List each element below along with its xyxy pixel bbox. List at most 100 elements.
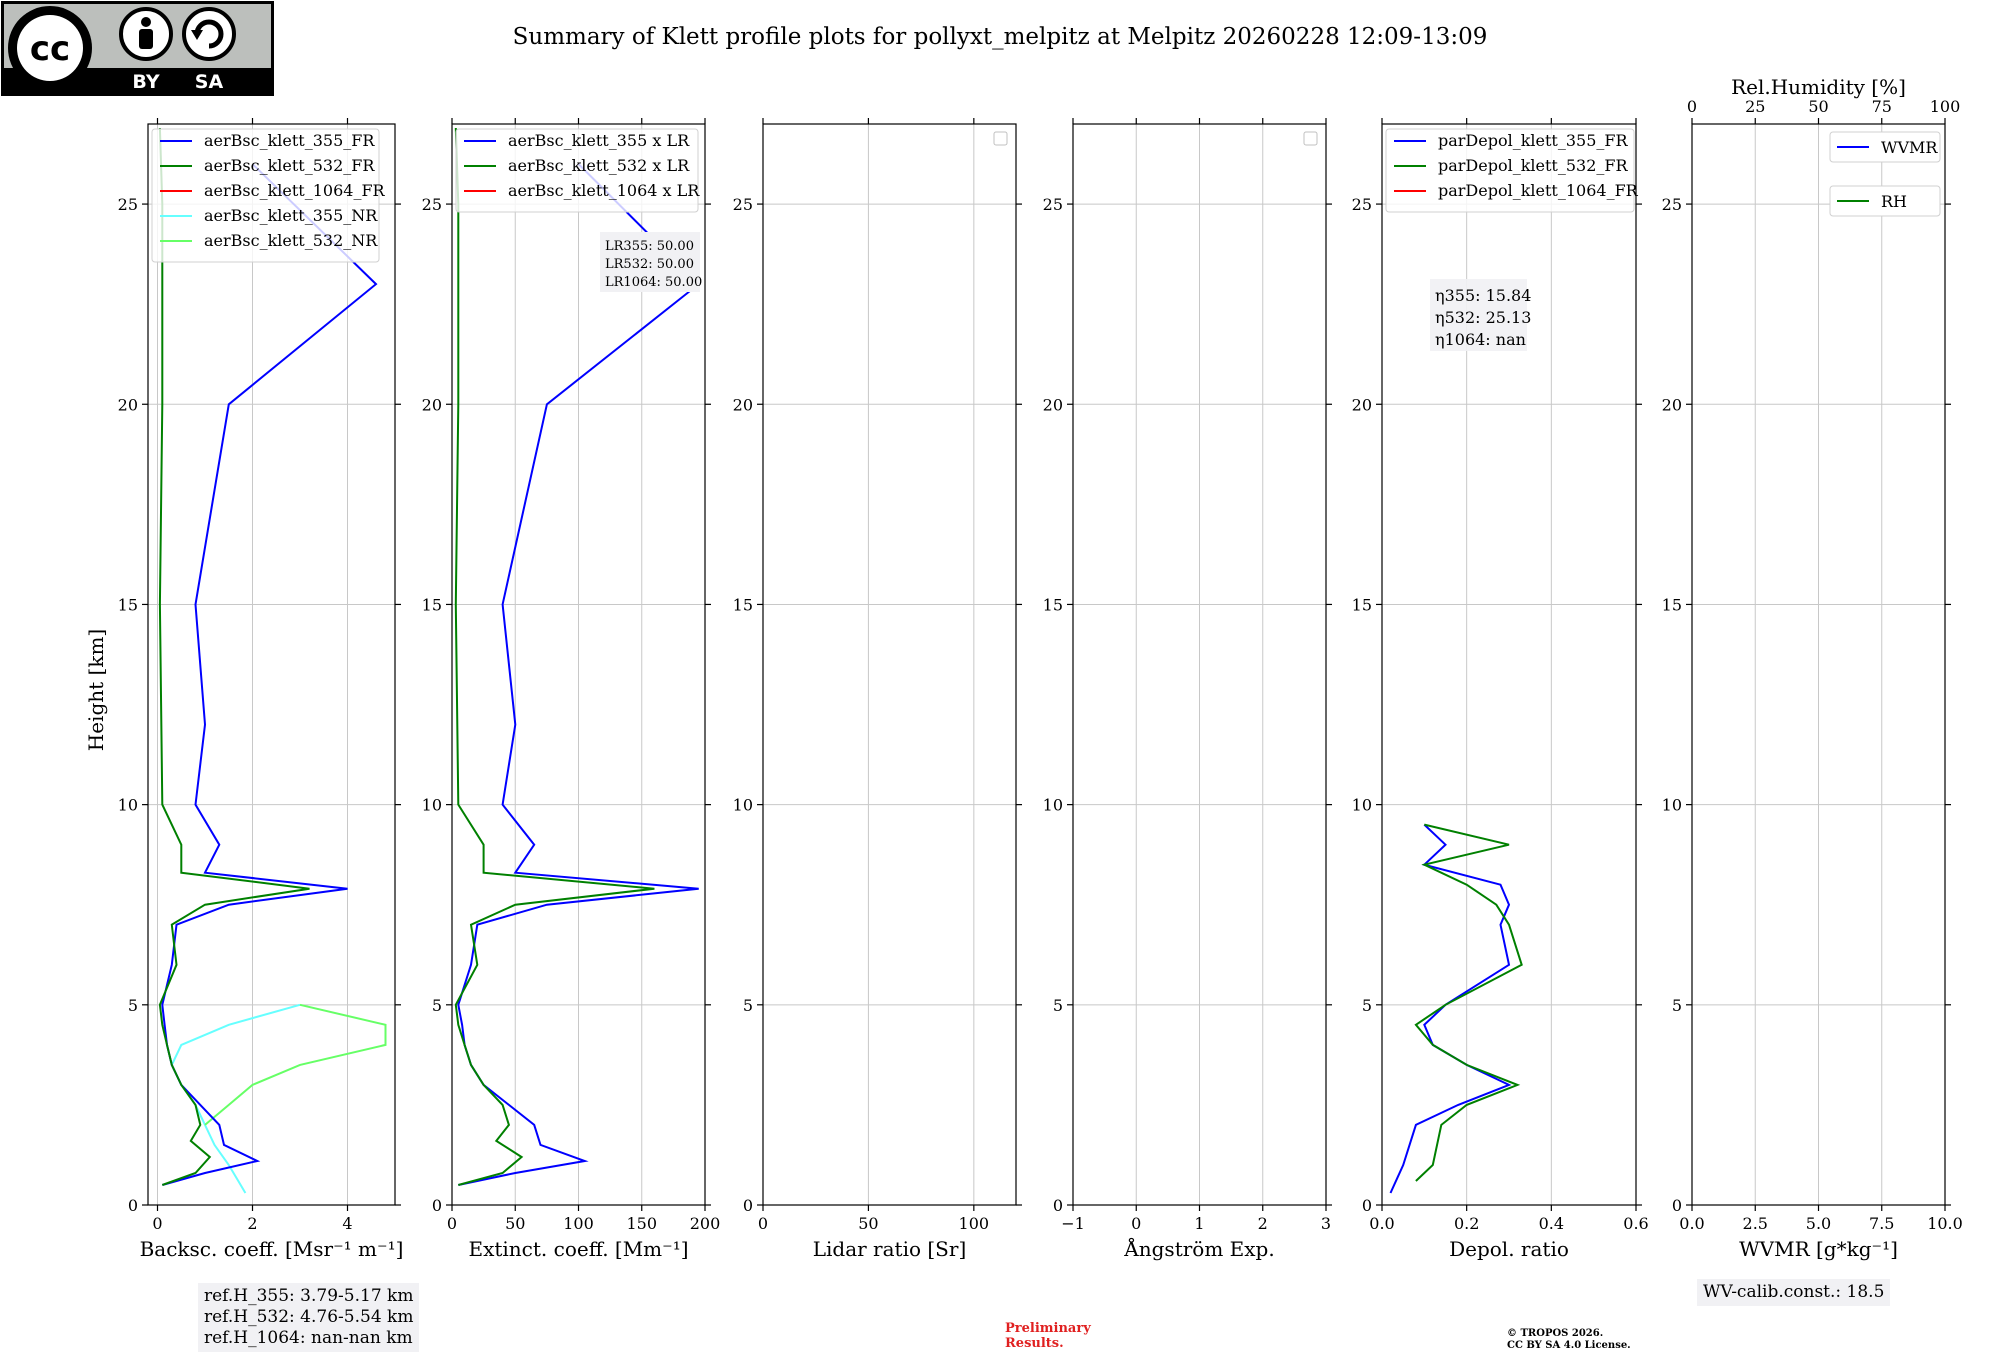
x-axis-label: Ångström Exp. — [1123, 1236, 1274, 1261]
panel-wvmr: 0 5 10 15 20 25 0.0 2.5 5.0 7.5 10.0 WVMR [g*kg⁻¹] 0… — [1662, 75, 1963, 1261]
y-tick-label: 25 — [118, 195, 138, 214]
x2-axis-label: Rel.Humidity [%] — [1731, 75, 1906, 99]
x2-tick-label: 50 — [1808, 97, 1828, 116]
axes-frame — [762, 123, 1017, 1206]
figure-title: Summary of Klett profile plots for polly… — [513, 24, 1488, 50]
legend-rh: RH — [1829, 185, 1941, 217]
wv-calib-text: WV-calib.const.: 18.5 — [1703, 1282, 1885, 1302]
ref-height-box: ref.H_355: 3.79-5.17 km ref.H_532: 4.76-… — [198, 1283, 420, 1352]
y-tick-label: 20 — [1043, 395, 1063, 414]
x-axis-label: WVMR [g*kg⁻¹] — [1739, 1237, 1898, 1261]
y-tick-label: 15 — [1352, 595, 1372, 614]
annotation-line: LR532: 50.00 — [605, 257, 694, 272]
by-person-body — [139, 29, 153, 49]
empty-legend-box — [1303, 131, 1318, 146]
legend-label: parDepol_klett_1064_FR — [1438, 181, 1639, 200]
x-tick-label: 4 — [342, 1214, 352, 1233]
x-tick-label: 2 — [1258, 1214, 1268, 1233]
x-tick-label: 10.0 — [1927, 1214, 1963, 1233]
y-tick-label: 10 — [733, 796, 753, 815]
x-tick-label: 0 — [758, 1214, 768, 1233]
x-tick-label: 50 — [505, 1214, 525, 1233]
annotation-line: LR1064: 50.00 — [605, 275, 702, 290]
x-tick-label: 0 — [447, 1214, 457, 1233]
y-tick-label: 5 — [1672, 996, 1682, 1015]
x-tick-label: 0.2 — [1454, 1214, 1479, 1233]
x-axis-label: Extinct. coeff. [Mm⁻¹] — [468, 1237, 688, 1261]
y-tick-label: 0 — [128, 1196, 138, 1215]
y-tick-label: 10 — [1352, 796, 1372, 815]
y-tick-label: 15 — [118, 595, 138, 614]
annotation-line: η532: 25.13 — [1435, 308, 1531, 327]
ref-height-532: ref.H_532: 4.76-5.54 km — [204, 1307, 414, 1327]
x2-tick-label: 100 — [1930, 97, 1961, 116]
y-tick-label: 10 — [422, 796, 442, 815]
legend-depol: parDepol_klett_355_FR parDepol_klett_532_… — [1385, 128, 1639, 213]
y-tick-label: 15 — [422, 595, 442, 614]
series-line-parDepol_klett_532_FR — [1414, 823, 1523, 1182]
x-tick-label: 5.0 — [1806, 1214, 1831, 1233]
y-tick-label: 20 — [118, 395, 138, 414]
x-tick-label: 2 — [247, 1214, 257, 1233]
y-tick-label: 10 — [118, 796, 138, 815]
annotation-line: LR355: 50.00 — [605, 239, 694, 254]
lr-annotation: LR355: 50.00 LR532: 50.00 LR1064: 50.00 — [600, 232, 702, 292]
series-line-aerBsc_klett_532 x LR — [454, 127, 655, 1186]
legend-label: parDepol_klett_532_FR — [1438, 156, 1629, 175]
x-tick-label: 0.0 — [1679, 1214, 1704, 1233]
legend-wvmr: WVMR — [1829, 131, 1941, 163]
y-tick-label: 0 — [432, 1196, 442, 1215]
sa-share-icon — [182, 7, 236, 61]
legend-box — [1385, 128, 1635, 213]
y-tick-label: 5 — [432, 996, 442, 1015]
x-axis-label: Backsc. coeff. [Msr⁻¹ m⁻¹] — [140, 1237, 404, 1261]
y-tick-label: 5 — [128, 996, 138, 1015]
preliminary-line-1: Preliminary — [1005, 1321, 1091, 1336]
legend-label: aerBsc_klett_1064_FR — [204, 181, 386, 200]
y-tick-label: 0 — [1362, 1196, 1372, 1215]
x-tick-label: −1 — [1061, 1214, 1085, 1233]
y-tick-label: 0 — [743, 1196, 753, 1215]
series-line-aerBsc_klett_532_FR — [158, 127, 310, 1186]
copyright-line-1: © TROPOS 2026. — [1507, 1328, 1604, 1339]
x-tick-label: 150 — [626, 1214, 657, 1233]
copyright-line-2: CC BY SA 4.0 License. — [1507, 1340, 1631, 1351]
annotation-line: η355: 15.84 — [1435, 286, 1531, 305]
x-tick-label: 50 — [858, 1214, 878, 1233]
y-axis-label: Height [km] — [84, 629, 108, 751]
preliminary-line-2: Results. — [1005, 1336, 1064, 1351]
legend-label: WVMR — [1881, 138, 1938, 157]
y-tick-label: 25 — [422, 195, 442, 214]
x-tick-label: 2.5 — [1743, 1214, 1768, 1233]
legend-box — [151, 128, 380, 263]
y-tick-label: 5 — [1362, 996, 1372, 1015]
x-tick-label: 3 — [1321, 1214, 1331, 1233]
x-tick-label: 0.6 — [1623, 1214, 1648, 1233]
empty-legend-box — [993, 131, 1008, 146]
x-tick-label: 0.0 — [1369, 1214, 1394, 1233]
series-line-parDepol_klett_355_FR — [1389, 823, 1512, 1194]
preliminary-results-note: Preliminary Results. — [1005, 1321, 1091, 1351]
by-label: BY — [132, 71, 159, 93]
y-tick-label: 20 — [422, 395, 442, 414]
wv-calib-box: WV-calib.const.: 18.5 — [1697, 1279, 1891, 1306]
y-tick-label: 25 — [733, 195, 753, 214]
sa-share-arc — [194, 19, 224, 49]
x2-tick-label: 75 — [1872, 97, 1892, 116]
x-tick-label: 0 — [1131, 1214, 1141, 1233]
annotation-box — [1430, 279, 1527, 351]
annotation-box — [600, 232, 700, 292]
y-tick-label: 5 — [1053, 996, 1063, 1015]
ref-height-355: ref.H_355: 3.79-5.17 km — [204, 1286, 414, 1306]
legend-box — [455, 128, 699, 213]
x-tick-label: 100 — [563, 1214, 594, 1233]
cc-license-badge: cc BY SA — [1, 1, 274, 96]
sa-label: SA — [195, 71, 224, 93]
y-tick-label: 0 — [1672, 1196, 1682, 1215]
y-tick-label: 15 — [733, 595, 753, 614]
